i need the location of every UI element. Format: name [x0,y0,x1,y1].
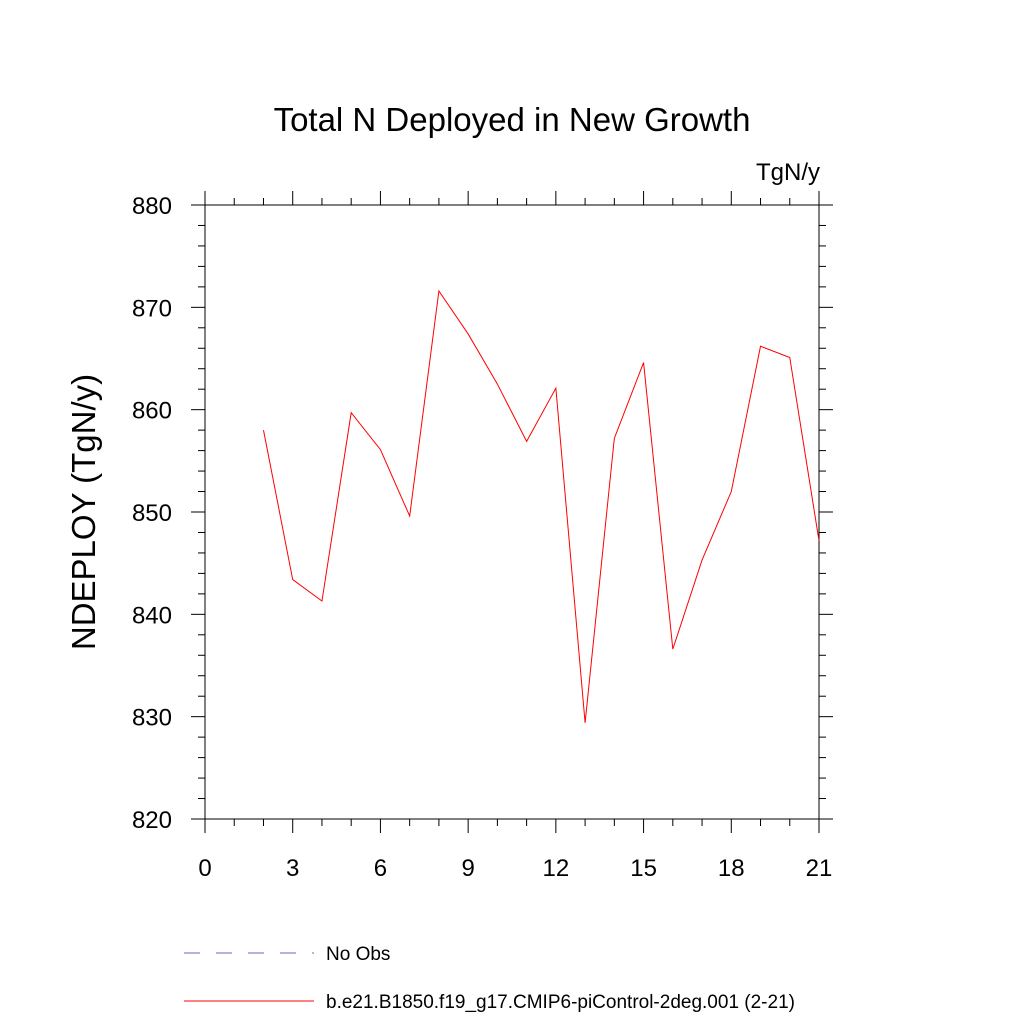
y-tick-label: 860 [132,398,172,425]
legend-label: b.e21.B1850.f19_g17.CMIP6-piControl-2deg… [326,992,795,1013]
y-tick-label: 880 [132,193,172,220]
series-line [262,289,820,723]
y-axis-tick-labels: 820 830 840 850 860 870 880 [132,193,172,834]
y-tick-label: 830 [132,705,172,732]
x-tick-label: 18 [718,855,745,882]
y-tick-label: 840 [132,602,172,629]
legend: No Obs b.e21.B1850.f19_g17.CMIP6-piContro… [184,944,795,1013]
axis-ticks [191,191,833,833]
x-tick-label: 21 [806,855,833,882]
series-lines [262,289,820,723]
x-tick-label: 15 [630,855,657,882]
units-label: TgN/y [756,159,820,186]
y-axis-label: NDEPLOY (TgN/y) [65,374,102,650]
x-tick-label: 0 [198,855,211,882]
legend-label: No Obs [326,944,390,965]
y-tick-label: 850 [132,500,172,527]
plot-frame [204,204,820,820]
x-tick-label: 12 [543,855,570,882]
y-tick-label: 820 [132,807,172,834]
x-tick-label: 9 [461,855,474,882]
y-tick-label: 870 [132,295,172,322]
x-tick-label: 3 [286,855,299,882]
x-axis-tick-labels: 0 3 6 9 12 15 18 21 [198,855,832,882]
x-tick-label: 6 [374,855,387,882]
chart-title: Total N Deployed in New Growth [274,101,751,138]
